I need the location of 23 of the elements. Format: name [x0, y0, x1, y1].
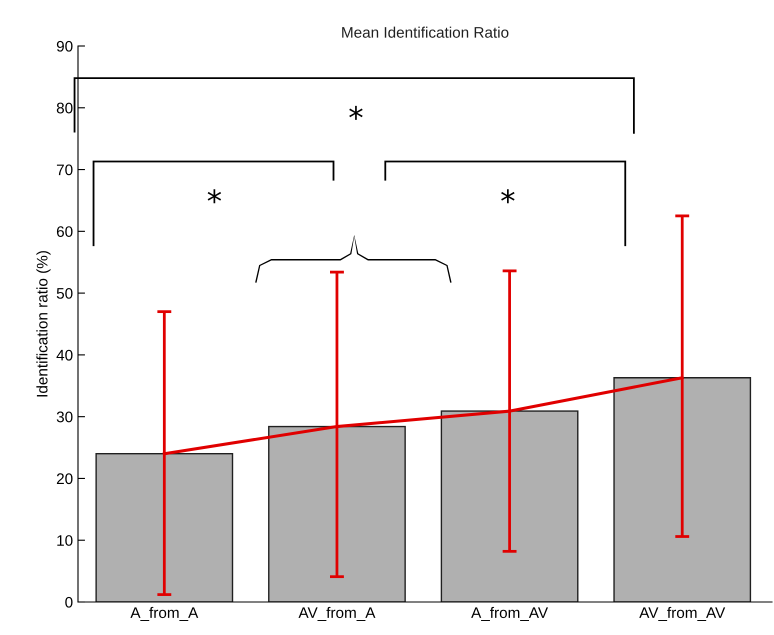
annotation: *	[501, 189, 515, 204]
x-tick-label: AV_from_AV	[639, 606, 726, 621]
y-tick-label: 10	[57, 535, 73, 546]
y-tick-label: 70	[56, 164, 73, 176]
y-tick-label: 20	[56, 473, 73, 484]
y-tick-label: 60	[56, 226, 73, 238]
chart-title: Mean Identification Ratio	[342, 26, 508, 38]
y-tick-label: 50	[56, 288, 73, 299]
annotation: *	[208, 189, 222, 204]
y-tick-label: 30	[56, 412, 73, 422]
annotation: *	[349, 106, 363, 120]
x-tick-label: AV_from_A	[298, 606, 376, 621]
x-tick-label: A_from_A	[130, 606, 198, 621]
bar	[613, 377, 752, 602]
bar	[268, 426, 406, 602]
y-tick-label: 80	[56, 102, 73, 114]
y-tick-label: 40	[56, 350, 73, 361]
y-tick-label: 90	[56, 40, 73, 52]
bar	[95, 453, 234, 602]
y-tick-label: 0	[65, 596, 73, 608]
bar	[440, 410, 578, 602]
x-tick-label: A_from_AV	[471, 606, 548, 621]
y-axis-title: Identification ratio (%)	[36, 251, 51, 396]
